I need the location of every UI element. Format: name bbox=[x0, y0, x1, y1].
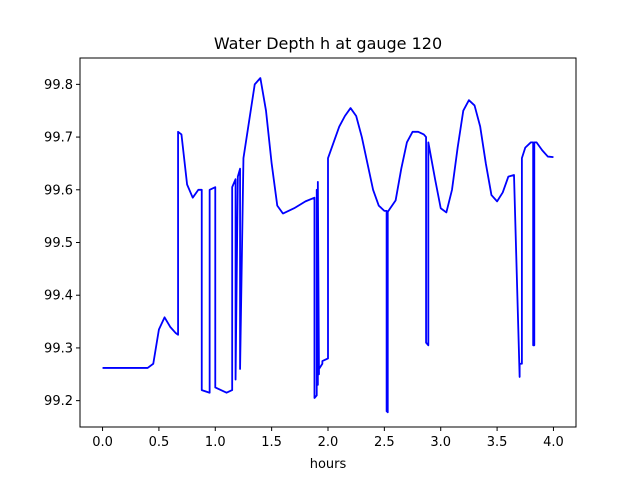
x-tick-label: 3.0 bbox=[430, 435, 451, 450]
y-axis-ticks: 99.2 99.3 99.4 99.5 99.6 99.7 99.8 bbox=[44, 78, 80, 409]
x-tick-label: 4.0 bbox=[543, 435, 564, 450]
x-axis-ticks: 0.0 0.5 1.0 1.5 2.0 2.5 3.0 3.5 4.0 bbox=[92, 427, 564, 450]
series-line-0 bbox=[102, 77, 554, 414]
x-tick-label: 0.5 bbox=[149, 435, 170, 450]
series-layer bbox=[102, 77, 554, 414]
y-tick-label: 99.5 bbox=[44, 236, 73, 251]
x-tick-label: 1.5 bbox=[261, 435, 282, 450]
x-axis-label: hours bbox=[310, 457, 347, 472]
y-tick-label: 99.8 bbox=[44, 78, 73, 93]
x-tick-label: 0.0 bbox=[92, 435, 113, 450]
y-tick-label: 99.3 bbox=[44, 341, 73, 356]
y-tick-label: 99.7 bbox=[44, 131, 73, 146]
x-tick-label: 1.0 bbox=[205, 435, 226, 450]
x-tick-label: 2.0 bbox=[318, 435, 339, 450]
y-tick-label: 99.2 bbox=[44, 394, 73, 409]
chart-title: Water Depth h at gauge 120 bbox=[214, 34, 442, 53]
y-tick-label: 99.4 bbox=[44, 289, 73, 304]
y-tick-label: 99.6 bbox=[44, 183, 73, 198]
x-tick-label: 2.5 bbox=[374, 435, 395, 450]
x-tick-label: 3.5 bbox=[487, 435, 508, 450]
